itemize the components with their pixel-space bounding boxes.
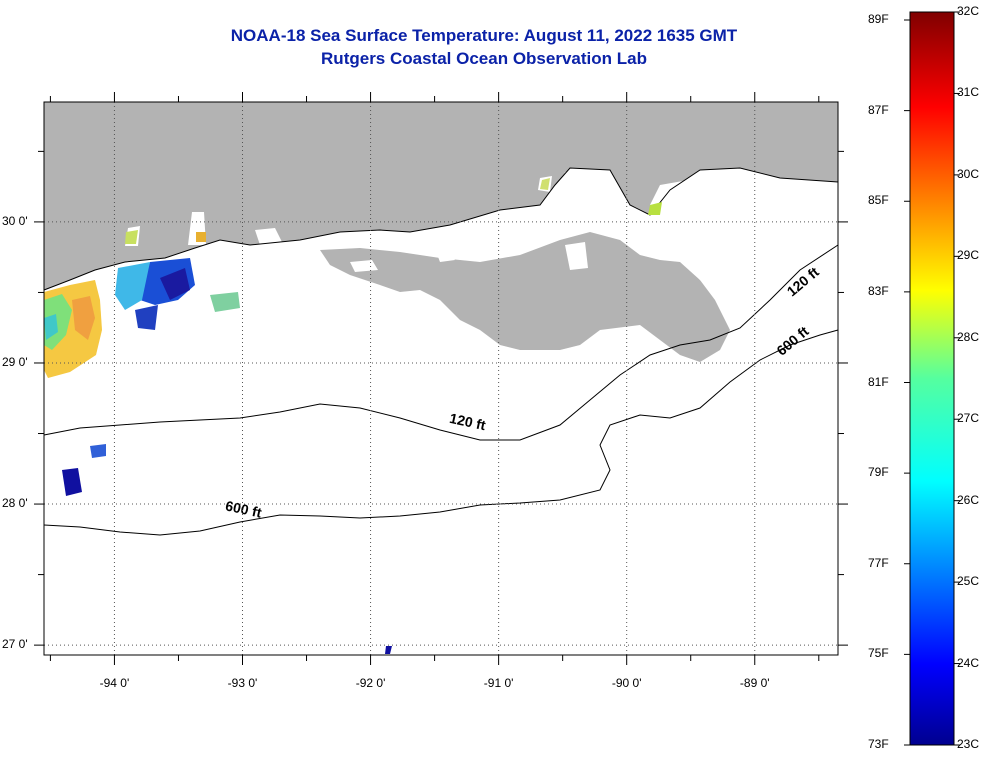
lon-tick-label: -90 0'	[611, 676, 642, 690]
colorbar-celsius-label: 26C	[957, 492, 980, 507]
colorbar-fahrenheit-label: 81F	[868, 374, 889, 389]
colorbar-celsius-label: 30C	[957, 166, 980, 181]
colorbar-fahrenheit-label: 87F	[868, 102, 889, 117]
lon-tick-label: -94 0'	[99, 676, 130, 690]
colorbar-celsius-label: 23C	[957, 737, 980, 751]
lon-tick-label: -92 0'	[355, 676, 386, 690]
isobath-600ft	[43, 329, 839, 536]
coastline	[43, 167, 839, 291]
contour-label: 600 ft	[224, 497, 263, 520]
map-subtitle: Rutgers Coastal Ocean Observation Lab	[321, 49, 647, 68]
lat-tick-label: 27 0'	[2, 637, 28, 652]
lat-tick-label: 28 0'	[2, 496, 28, 511]
colorbar-fahrenheit-label: 73F	[868, 737, 889, 751]
colorbar-celsius-label: 32C	[957, 4, 980, 18]
lon-tick-label: -93 0'	[227, 676, 258, 690]
lon-tick-label: -91 0'	[483, 676, 514, 690]
colorbar-celsius-label: 29C	[957, 248, 980, 263]
colorbar-fahrenheit-label: 83F	[868, 283, 889, 298]
colorbar-fahrenheit-label: 75F	[868, 646, 889, 661]
colorbar-fahrenheit-label: 79F	[868, 465, 889, 480]
colorbar-fahrenheit-label: 85F	[868, 193, 889, 208]
colorbar-celsius-label: 25C	[957, 574, 980, 589]
colorbar-celsius-label: 28C	[957, 329, 980, 344]
lat-tick-label: 29 0'	[2, 354, 28, 369]
isobath-120ft	[43, 244, 839, 441]
map-title: NOAA-18 Sea Surface Temperature: August …	[230, 26, 738, 45]
inland-water	[125, 170, 760, 295]
contour-label: 120 ft	[448, 410, 487, 433]
colorbar	[909, 11, 955, 746]
map-frame	[43, 101, 839, 656]
colorbar-fahrenheit-label: 89F	[868, 12, 889, 26]
colorbar-celsius-label: 24C	[957, 655, 980, 670]
lat-tick-label: 30 0'	[2, 213, 28, 228]
colorbar-fahrenheit-label: 77F	[868, 555, 889, 570]
sst-data	[44, 178, 662, 654]
lon-tick-label: -89 0'	[739, 676, 770, 690]
colorbar-celsius-label: 27C	[957, 411, 980, 426]
colorbar-celsius-label: 31C	[957, 85, 980, 100]
